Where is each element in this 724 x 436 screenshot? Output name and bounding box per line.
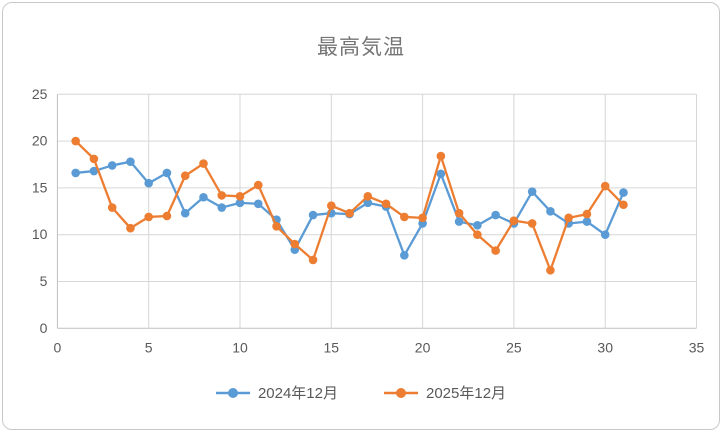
data-point-2025年12月-day19 bbox=[400, 212, 409, 222]
data-point-2025年12月-day28 bbox=[564, 213, 573, 223]
data-point-2024年12月-day3 bbox=[107, 161, 117, 170]
x-axis-tick-label: 20 bbox=[415, 339, 431, 355]
data-point-2025年12月-day4 bbox=[126, 223, 135, 233]
legend-item-2025-12: 2025年12月 bbox=[384, 382, 506, 403]
line-chart-plot-area: 0 5 10 15 20 25 0 5 10 15 20 25 30 35 bbox=[32, 86, 705, 355]
data-point-2025年12月-day31 bbox=[619, 200, 628, 210]
data-point-2024年12月-day8 bbox=[199, 192, 208, 202]
y-axis-tick-label: 25 bbox=[32, 86, 48, 102]
data-point-2024年12月-day6 bbox=[162, 168, 172, 178]
x-axis-tick-label: 5 bbox=[145, 339, 153, 355]
x-axis-tick-label: 30 bbox=[597, 339, 613, 355]
data-point-2024年12月-day22 bbox=[454, 217, 464, 226]
data-point-2025年12月-day8 bbox=[199, 159, 208, 168]
data-point-2025年12月-day22 bbox=[454, 208, 464, 218]
data-point-2025年12月-day16 bbox=[345, 208, 354, 218]
data-point-2024年12月-day21 bbox=[436, 169, 446, 179]
data-point-2025年12月-day1 bbox=[71, 136, 80, 146]
data-point-2025年12月-day10 bbox=[235, 192, 245, 201]
data-point-2025年12月-day11 bbox=[253, 180, 263, 190]
y-axis-tick-label: 0 bbox=[40, 320, 48, 336]
data-point-2025年12月-day7 bbox=[180, 171, 190, 181]
data-point-2024年12月-day23 bbox=[473, 221, 482, 230]
chart-frame: 最高気温 0 5 10 15 20 25 0 5 10 15 20 25 30 35 2024年12月 2… bbox=[2, 2, 720, 430]
data-point-2025年12月-day29 bbox=[582, 209, 592, 219]
y-axis-tick-label: 10 bbox=[32, 226, 48, 242]
data-point-2024年12月-day2 bbox=[89, 166, 99, 176]
legend-label-2024-12: 2024年12月 bbox=[257, 385, 338, 402]
data-point-2024年12月-day9 bbox=[217, 203, 227, 212]
legend-marker-2025-icon bbox=[384, 387, 418, 398]
x-axis-tick-label: 15 bbox=[324, 339, 340, 355]
data-point-2025年12月-day23 bbox=[473, 230, 482, 239]
data-point-2024年12月-day14 bbox=[308, 210, 318, 220]
data-point-2024年12月-day29 bbox=[582, 217, 592, 226]
chart-title: 最高気温 bbox=[317, 36, 405, 59]
data-point-2025年12月-day13 bbox=[290, 239, 300, 249]
chart-legend: 2024年12月 2025年12月 bbox=[3, 382, 719, 403]
data-point-2024年12月-day24 bbox=[491, 210, 500, 220]
x-axis-tick-label: 25 bbox=[506, 339, 522, 355]
data-point-2024年12月-day7 bbox=[180, 208, 190, 218]
data-point-2025年12月-day5 bbox=[144, 212, 153, 222]
x-axis-tick-label: 10 bbox=[232, 339, 248, 355]
data-point-2025年12月-day3 bbox=[107, 203, 117, 212]
data-point-2025年12月-day2 bbox=[89, 154, 99, 164]
series-line-2025年12月 bbox=[74, 139, 625, 272]
x-axis-tick-label: 35 bbox=[689, 339, 705, 355]
data-point-2025年12月-day20 bbox=[418, 213, 427, 223]
data-point-2024年12月-day4 bbox=[126, 157, 135, 166]
data-point-2025年12月-day17 bbox=[363, 192, 373, 201]
legend-item-2024-12: 2024年12月 bbox=[215, 382, 338, 403]
data-point-2024年12月-day19 bbox=[400, 250, 409, 260]
data-point-2025年12月-day25 bbox=[509, 216, 519, 225]
y-axis-tick-label: 20 bbox=[32, 133, 48, 149]
data-point-2025年12月-day6 bbox=[162, 211, 172, 221]
x-axis-tick-label: 0 bbox=[54, 339, 62, 355]
data-point-2025年12月-day24 bbox=[491, 246, 500, 255]
data-point-2025年12月-day21 bbox=[436, 151, 446, 161]
data-point-2024年12月-day27 bbox=[546, 207, 555, 216]
legend-marker-2024-icon bbox=[215, 387, 250, 398]
y-axis-tick-label: 15 bbox=[32, 179, 48, 195]
data-point-2024年12月-day1 bbox=[71, 168, 80, 178]
data-point-2025年12月-day14 bbox=[308, 255, 318, 265]
data-point-2025年12月-day26 bbox=[527, 219, 537, 228]
data-point-2024年12月-day30 bbox=[600, 230, 610, 239]
data-point-2024年12月-day10 bbox=[235, 198, 245, 208]
data-point-2025年12月-day18 bbox=[381, 199, 391, 209]
series-line-2024年12月 bbox=[74, 160, 625, 257]
data-point-2024年12月-day5 bbox=[144, 178, 153, 188]
data-point-2025年12月-day15 bbox=[327, 201, 336, 210]
y-axis-tick-label: 5 bbox=[40, 273, 48, 289]
data-point-2025年12月-day30 bbox=[600, 181, 610, 191]
data-point-2024年12月-day17 bbox=[363, 198, 373, 208]
legend-label-2025-12: 2025年12月 bbox=[426, 385, 507, 402]
data-point-2024年12月-day26 bbox=[527, 187, 537, 196]
data-point-2024年12月-day31 bbox=[619, 188, 628, 197]
data-point-2024年12月-day11 bbox=[253, 199, 263, 209]
data-point-2025年12月-day9 bbox=[217, 191, 227, 200]
data-point-2025年12月-day27 bbox=[546, 265, 555, 275]
data-point-2025年12月-day12 bbox=[272, 221, 281, 231]
